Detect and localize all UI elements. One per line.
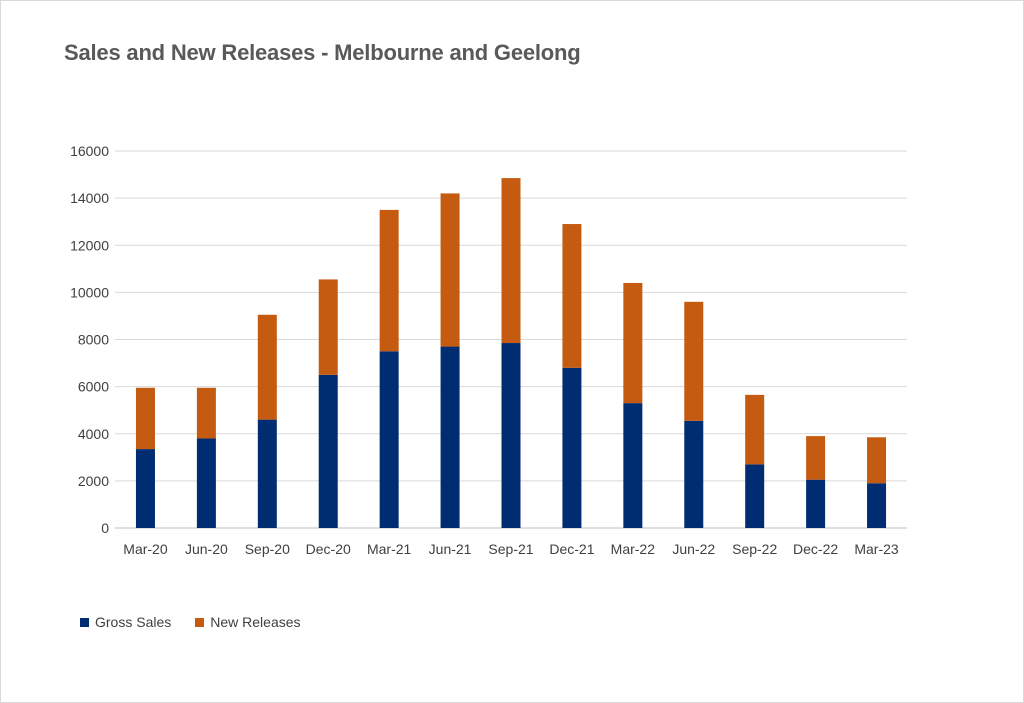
bar-gross-sales xyxy=(806,479,826,528)
x-tick-label: Mar-23 xyxy=(854,541,899,557)
y-tick-label: 10000 xyxy=(70,284,109,300)
x-tick-label: Dec-20 xyxy=(306,541,351,557)
bar-new-releases xyxy=(623,282,643,404)
y-tick-label: 6000 xyxy=(78,379,109,395)
bar-new-releases xyxy=(379,209,399,352)
bar-gross-sales xyxy=(623,403,643,528)
legend-item-gross-sales: Gross Sales xyxy=(80,614,171,630)
bar-gross-sales xyxy=(196,438,216,528)
y-tick-label: 16000 xyxy=(70,143,109,159)
x-tick-label: Jun-21 xyxy=(429,541,472,557)
bar-new-releases xyxy=(318,279,338,375)
x-tick-label: Dec-21 xyxy=(549,541,594,557)
y-tick-label: 8000 xyxy=(78,332,109,348)
x-tick-label: Jun-20 xyxy=(185,541,228,557)
bar-new-releases xyxy=(806,436,826,480)
bar-gross-sales xyxy=(684,420,704,528)
bar-new-releases xyxy=(867,437,887,484)
x-tick-label: Sep-22 xyxy=(732,541,777,557)
y-axis-ticks: 0 2000 4000 6000 8000 10000 12000 14000 16000 xyxy=(70,143,109,536)
legend-swatch-new-releases xyxy=(195,617,205,627)
y-tick-label: 12000 xyxy=(70,237,109,253)
bar-new-releases xyxy=(684,301,704,421)
bar-new-releases xyxy=(745,394,765,465)
x-tick-label: Mar-22 xyxy=(611,541,656,557)
x-tick-label: Mar-21 xyxy=(367,541,412,557)
bar-new-releases xyxy=(440,193,460,347)
y-tick-label: 2000 xyxy=(78,473,109,489)
y-tick-label: 0 xyxy=(101,520,109,536)
x-axis-labels: Mar-20 Jun-20 Sep-20 Dec-20 Mar-21 Jun-21 Sep-… xyxy=(123,541,899,557)
bar-gross-sales xyxy=(257,419,277,528)
x-tick-label: Mar-20 xyxy=(123,541,168,557)
x-tick-label: Sep-20 xyxy=(245,541,290,557)
x-tick-label: Dec-22 xyxy=(793,541,838,557)
bar-new-releases xyxy=(257,314,277,420)
x-tick-label: Jun-22 xyxy=(672,541,715,557)
bar-gross-sales xyxy=(135,449,155,528)
bar-new-releases xyxy=(135,387,155,450)
bar-gross-sales xyxy=(318,374,338,528)
bar-gross-sales xyxy=(501,343,521,528)
bar-gross-sales xyxy=(745,464,765,528)
bar-new-releases xyxy=(196,387,216,439)
bar-gross-sales xyxy=(440,346,460,528)
legend-label-new-releases: New Releases xyxy=(210,614,301,630)
legend-swatch-gross-sales xyxy=(80,617,89,627)
x-tick-label: Sep-21 xyxy=(488,541,533,557)
y-tick-label: 14000 xyxy=(70,190,109,206)
legend: Gross Sales New Releases xyxy=(80,614,301,630)
bar-gross-sales xyxy=(562,367,582,528)
bar-new-releases xyxy=(501,178,521,344)
chart-title: Sales and New Releases - Melbourne and G… xyxy=(64,40,581,65)
bar-gross-sales xyxy=(379,351,399,528)
legend-item-new-releases: New Releases xyxy=(195,614,301,630)
legend-label-gross-sales: Gross Sales xyxy=(95,614,172,630)
bars xyxy=(135,178,887,528)
bar-new-releases xyxy=(562,224,582,368)
bar-gross-sales xyxy=(867,483,887,528)
y-tick-label: 4000 xyxy=(78,426,109,442)
